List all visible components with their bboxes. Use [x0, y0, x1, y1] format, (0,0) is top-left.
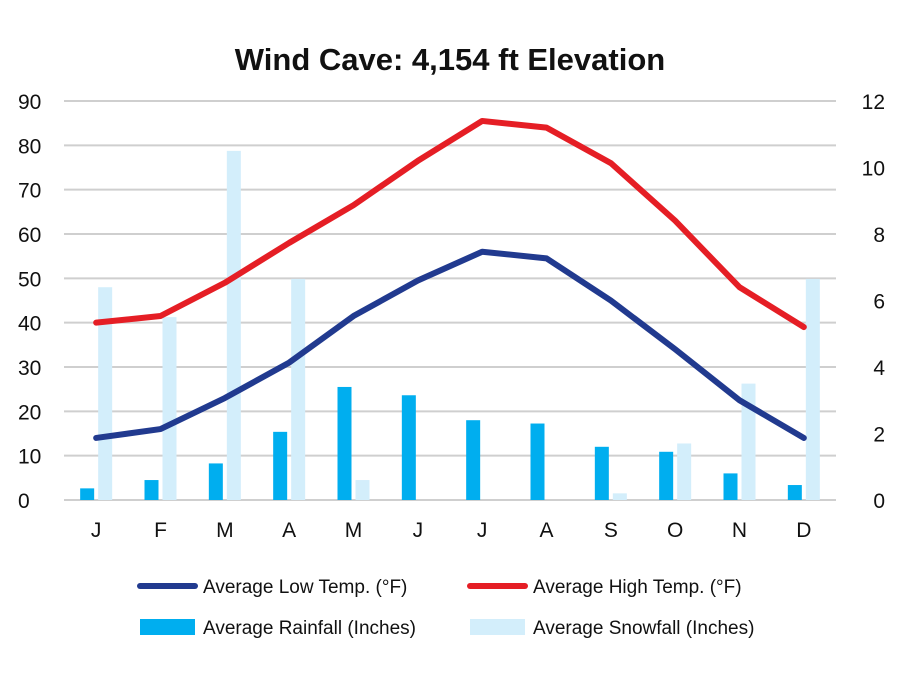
legend: Average Low Temp. (°F) Average High Temp.…: [137, 577, 754, 639]
x-tick-label: D: [796, 519, 811, 542]
x-tick-label: J: [91, 519, 102, 542]
snowfall-bar: [291, 278, 306, 500]
right-tick-label: 10: [862, 158, 885, 181]
rainfall-bar: [144, 480, 159, 500]
rainfall-bar: [530, 423, 545, 500]
snowfall-bar: [677, 443, 692, 500]
x-tick-label: F: [154, 519, 167, 542]
left-tick-label: 0: [18, 490, 30, 513]
snowfall-bar: [355, 480, 370, 500]
right-tick-label: 8: [873, 224, 885, 247]
left-tick-label: 40: [18, 313, 41, 336]
legend-swatch-bar: [470, 619, 525, 635]
rainfall-bar: [787, 485, 802, 500]
bar-series: [80, 150, 820, 500]
left-tick-label: 80: [18, 135, 41, 158]
x-tick-label: M: [216, 519, 234, 542]
x-tick-label: O: [667, 519, 683, 542]
right-axis-ticks: 0 2 4 6 8 10 12: [862, 91, 886, 513]
left-axis-ticks: 0 10 20 30 40 50 60 70 80 90: [18, 91, 41, 513]
x-tick-label: A: [282, 519, 296, 542]
left-tick-label: 50: [18, 268, 41, 291]
x-tick-label: N: [732, 519, 747, 542]
snowfall-bar: [612, 493, 627, 500]
rainfall-bar: [337, 386, 352, 500]
rainfall-bar: [273, 431, 288, 500]
rainfall-bar: [208, 463, 223, 500]
legend-label: Average Rainfall (Inches): [203, 618, 416, 639]
chart-title: Wind Cave: 4,154 ft Elevation: [235, 42, 665, 77]
left-tick-label: 20: [18, 401, 41, 424]
x-tick-label: M: [345, 519, 363, 542]
right-tick-label: 2: [873, 424, 885, 447]
left-tick-label: 70: [18, 180, 41, 203]
snowfall-bar: [741, 383, 756, 500]
snowfall-bar: [226, 150, 241, 500]
legend-label: Average Low Temp. (°F): [203, 577, 407, 598]
left-tick-label: 10: [18, 446, 41, 469]
left-tick-label: 60: [18, 224, 41, 247]
left-tick-label: 90: [18, 91, 41, 114]
rainfall-bar: [659, 451, 674, 500]
rainfall-bar: [723, 473, 738, 500]
rainfall-bar: [466, 420, 481, 500]
snowfall-bar: [805, 278, 820, 500]
x-tick-label: J: [413, 519, 424, 542]
snowfall-bar: [162, 317, 177, 500]
x-tick-label: J: [477, 519, 488, 542]
snowfall-bar: [98, 287, 113, 500]
rainfall-bar: [594, 446, 609, 500]
left-tick-label: 30: [18, 357, 41, 380]
rainfall-bar: [80, 488, 95, 500]
legend-label: Average Snowfall (Inches): [533, 618, 754, 639]
right-tick-label: 0: [873, 490, 885, 513]
legend-label: Average High Temp. (°F): [533, 577, 742, 598]
line-series: [93, 117, 807, 441]
gridlines: [64, 100, 836, 501]
right-tick-label: 12: [862, 91, 885, 114]
legend-swatch-bar: [140, 619, 195, 635]
low-temp-line: [93, 248, 807, 441]
x-tick-label: S: [604, 519, 618, 542]
high-temp-line: [93, 117, 807, 331]
rainfall-bar: [401, 395, 416, 500]
right-tick-label: 6: [873, 291, 885, 314]
right-tick-label: 4: [873, 357, 885, 380]
x-tick-label: A: [539, 519, 553, 542]
